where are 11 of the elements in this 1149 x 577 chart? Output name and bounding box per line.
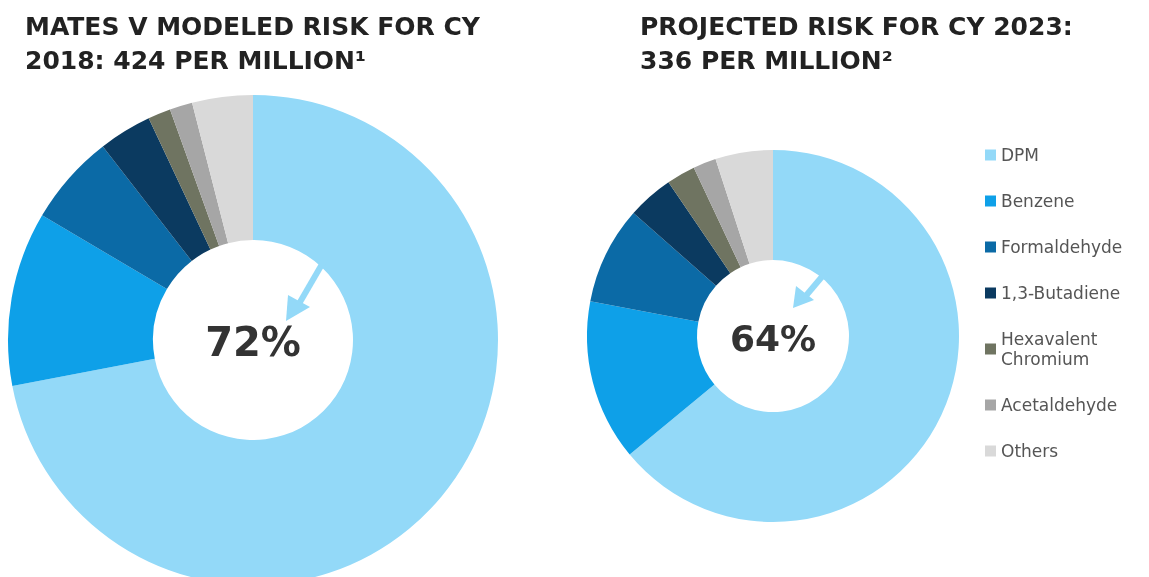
text: 72% <box>205 319 301 365</box>
legend-label: Acetaldehyde <box>1001 395 1118 415</box>
legend-label: Formaldehyde <box>1001 237 1123 257</box>
chart-title: PROJECTED RISK FOR CY 2023: 336 PER MILLION² <box>640 11 1082 75</box>
text: 64% <box>729 317 817 359</box>
legend-label: Others <box>1001 441 1059 461</box>
legend-label: DPM <box>1001 145 1040 165</box>
chart-title: MATES V MODELED RISK FOR CY 2018: 424 PER MILLION¹ <box>25 11 489 75</box>
legend-label: 1,3-Butadiene <box>1001 283 1121 303</box>
legend-label: Benzene <box>1001 191 1075 211</box>
legend-label: Hexavalent Chromium <box>1001 329 1098 369</box>
